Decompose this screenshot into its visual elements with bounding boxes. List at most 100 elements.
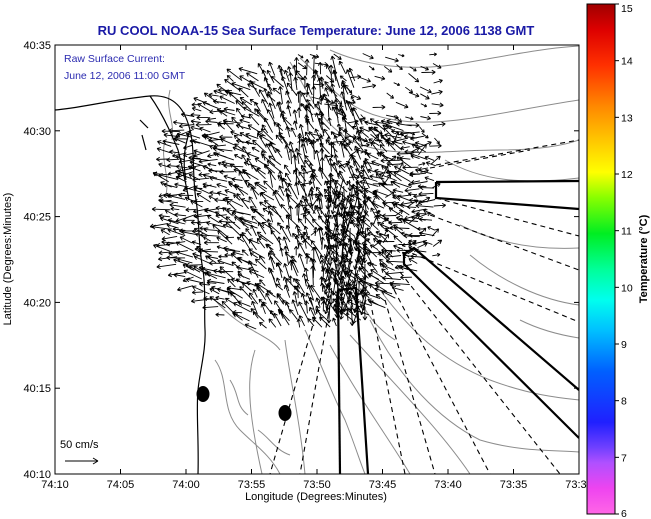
current-vector bbox=[244, 323, 257, 330]
current-vector bbox=[261, 98, 268, 112]
current-vector bbox=[182, 276, 194, 283]
current-vector bbox=[283, 263, 290, 278]
current-vector bbox=[359, 287, 367, 308]
current-vector bbox=[301, 202, 314, 208]
current-vector bbox=[339, 280, 349, 298]
current-vector bbox=[356, 136, 368, 143]
current-vector bbox=[305, 82, 313, 96]
current-vector bbox=[305, 117, 315, 130]
current-vector bbox=[156, 263, 177, 270]
map-layers bbox=[55, 45, 579, 474]
current-vector bbox=[263, 88, 268, 97]
current-vector bbox=[313, 112, 325, 118]
current-vector bbox=[284, 164, 291, 174]
current-vector bbox=[276, 294, 284, 305]
current-vector bbox=[169, 202, 186, 208]
current-vector bbox=[289, 309, 298, 320]
current-vector bbox=[249, 80, 260, 97]
current-vector bbox=[235, 123, 252, 130]
current-vector bbox=[194, 199, 204, 204]
current-vector bbox=[345, 281, 351, 295]
current-vector bbox=[371, 194, 378, 204]
current-vector bbox=[313, 246, 322, 264]
current-vector bbox=[431, 228, 440, 237]
current-vector bbox=[265, 292, 273, 305]
current-vector bbox=[268, 102, 275, 119]
x-tick-label: 73:40 bbox=[434, 479, 462, 491]
current-vector bbox=[191, 240, 202, 246]
current-vector bbox=[202, 182, 217, 188]
current-vector bbox=[296, 107, 302, 118]
current-vector bbox=[407, 131, 416, 136]
current-vector bbox=[340, 91, 348, 111]
current-vector bbox=[246, 152, 260, 159]
current-vector bbox=[261, 153, 276, 166]
current-vector bbox=[238, 216, 258, 224]
current-vector bbox=[242, 169, 259, 181]
current-vector bbox=[239, 132, 252, 140]
current-vector bbox=[292, 120, 298, 130]
current-vector bbox=[239, 286, 253, 300]
current-vector bbox=[218, 254, 227, 259]
current-vector bbox=[272, 87, 281, 95]
current-vector bbox=[193, 97, 210, 105]
current-vector bbox=[297, 54, 304, 59]
current-vector bbox=[177, 285, 194, 292]
colorbar-tick-label: 7 bbox=[621, 452, 627, 464]
current-vector bbox=[298, 301, 309, 320]
current-vector bbox=[254, 182, 267, 193]
current-vector bbox=[175, 241, 194, 252]
current-vector bbox=[364, 120, 380, 126]
current-vector bbox=[327, 117, 332, 126]
current-vector bbox=[329, 221, 338, 240]
current-vector bbox=[429, 143, 442, 149]
current-vector bbox=[203, 240, 219, 246]
current-vector bbox=[173, 272, 186, 278]
current-vector bbox=[284, 187, 290, 207]
current-vector bbox=[175, 250, 194, 258]
current-vector bbox=[420, 103, 428, 108]
current-vector bbox=[234, 216, 249, 229]
current-vector bbox=[311, 316, 323, 328]
current-vector bbox=[408, 232, 426, 238]
current-vector bbox=[173, 258, 188, 265]
current-vector bbox=[283, 284, 291, 298]
current-vector bbox=[259, 134, 276, 146]
current-vector bbox=[263, 76, 273, 95]
current-vector bbox=[233, 168, 251, 176]
current-vector bbox=[309, 53, 320, 59]
current-vector bbox=[324, 257, 330, 272]
current-vector bbox=[177, 257, 193, 264]
current-vector bbox=[432, 121, 446, 127]
current-vector bbox=[226, 200, 237, 211]
current-vector bbox=[222, 223, 233, 229]
current-vector bbox=[205, 119, 218, 125]
current-vector bbox=[369, 300, 386, 309]
current-vector bbox=[238, 66, 258, 75]
current-vector bbox=[362, 53, 374, 60]
current-vector bbox=[197, 103, 211, 112]
current-vector bbox=[303, 225, 309, 236]
current-vector bbox=[313, 82, 325, 88]
current-vector bbox=[195, 122, 212, 128]
current-vector bbox=[418, 126, 425, 133]
current-vector bbox=[370, 207, 379, 222]
current-vector bbox=[267, 222, 281, 235]
current-vector bbox=[268, 61, 276, 76]
current-vector bbox=[354, 145, 362, 160]
y-tick-label: 40:20 bbox=[23, 297, 51, 309]
current-vector bbox=[260, 191, 275, 201]
x-tick-label: 74:05 bbox=[107, 479, 135, 491]
current-vector bbox=[310, 284, 322, 300]
current-vector bbox=[417, 242, 428, 249]
current-vector bbox=[349, 93, 362, 100]
current-vector bbox=[280, 203, 291, 217]
current-vector bbox=[219, 169, 235, 175]
current-vector bbox=[221, 300, 235, 315]
current-vector bbox=[182, 217, 195, 223]
current-vector bbox=[207, 162, 217, 167]
current-vector bbox=[356, 169, 365, 178]
current-vector bbox=[407, 247, 417, 255]
current-vector bbox=[413, 193, 427, 199]
current-vector bbox=[366, 152, 379, 160]
